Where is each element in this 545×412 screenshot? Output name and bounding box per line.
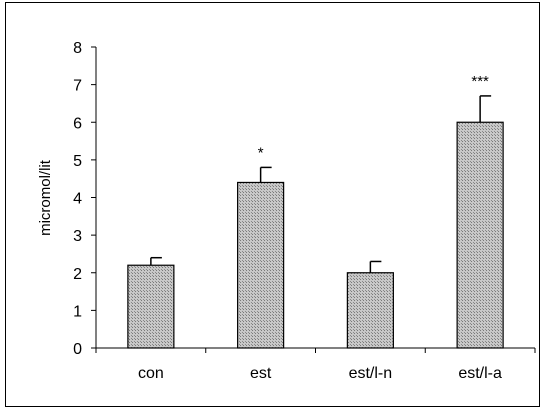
y-tick-label: 5 [73, 153, 82, 170]
y-tick-label: 2 [73, 266, 82, 283]
y-tick-label: 8 [73, 40, 82, 57]
significance-marker: *** [471, 73, 489, 90]
y-tick-label: 4 [73, 191, 82, 208]
bar [346, 272, 394, 349]
y-tick-label: 6 [73, 115, 82, 132]
bar [237, 181, 285, 349]
y-tick-label: 3 [73, 228, 82, 245]
y-tick-label: 0 [73, 341, 82, 358]
x-tick-label: est [250, 365, 272, 382]
labels: 0 1 2 3 4 5 6 7 8 con * est est/l-n *** est/l-a [73, 40, 502, 382]
y-tick-label: 1 [73, 303, 82, 320]
bar [456, 121, 504, 349]
significance-marker: * [258, 144, 264, 161]
x-tick-label: est/l-a [458, 365, 502, 382]
bars [127, 95, 504, 349]
x-tick-label: est/l-n [349, 365, 393, 382]
y-axis-label: micromol/lit [37, 159, 54, 236]
y-tick-label: 7 [73, 78, 82, 95]
bar [127, 264, 175, 349]
x-tick-label: con [138, 365, 164, 382]
